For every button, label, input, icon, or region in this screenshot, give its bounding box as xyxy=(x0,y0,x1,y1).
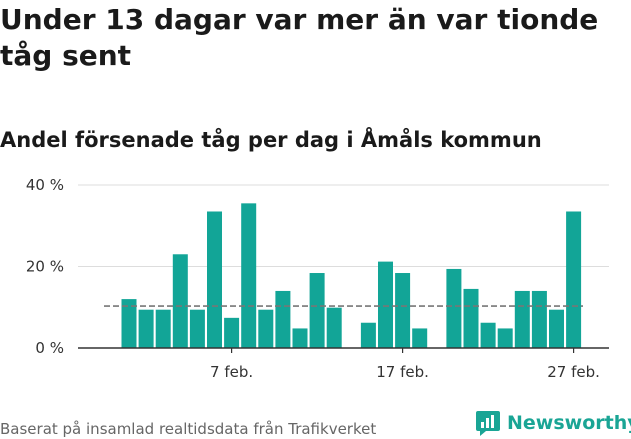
bar xyxy=(514,290,530,348)
bar xyxy=(378,261,393,348)
bar xyxy=(566,211,582,348)
bar xyxy=(395,273,411,348)
bar xyxy=(463,288,479,348)
bar xyxy=(207,211,222,348)
gridlines xyxy=(78,184,609,267)
y-tick-label: 40 % xyxy=(26,176,64,194)
bar xyxy=(275,290,291,348)
newsworthy-logo: Newsworthy xyxy=(475,408,631,438)
bar xyxy=(309,273,325,348)
x-tick-label: 17 feb. xyxy=(376,363,429,381)
bar xyxy=(497,328,513,348)
bar xyxy=(446,268,462,348)
axes: 0 % 20 % 40 % 7 feb. 17 feb. 27 feb. xyxy=(26,176,609,381)
bar xyxy=(412,328,428,348)
x-tick-label: 27 feb. xyxy=(547,363,600,381)
x-tick-label: 7 feb. xyxy=(210,363,253,381)
bar xyxy=(326,307,342,348)
bar xyxy=(138,309,154,348)
bar xyxy=(155,309,171,348)
bar xyxy=(292,328,308,348)
source-note: Baserat på insamlad realtidsdata från Tr… xyxy=(0,420,377,438)
brand-name: Newsworthy xyxy=(507,412,631,434)
bar-chart: 0 % 20 % 40 % 7 feb. 17 feb. 27 feb. xyxy=(26,176,609,381)
bar xyxy=(121,299,137,348)
bar xyxy=(258,309,274,348)
y-tick-label: 0 % xyxy=(35,339,64,357)
bars xyxy=(121,203,582,348)
chart-subtitle: Andel försenade tåg per dag i Åmåls komm… xyxy=(0,128,542,152)
y-tick-label: 20 % xyxy=(26,258,64,276)
bar xyxy=(549,309,564,348)
bar xyxy=(360,322,376,348)
bar xyxy=(172,254,188,348)
bar xyxy=(480,322,496,348)
bar xyxy=(241,203,257,348)
bar xyxy=(224,317,240,348)
newsworthy-logo-icon xyxy=(476,411,500,436)
bar xyxy=(189,309,205,348)
bar xyxy=(531,290,547,348)
page-title: Under 13 dagar var mer än var tionde tåg… xyxy=(0,3,599,72)
